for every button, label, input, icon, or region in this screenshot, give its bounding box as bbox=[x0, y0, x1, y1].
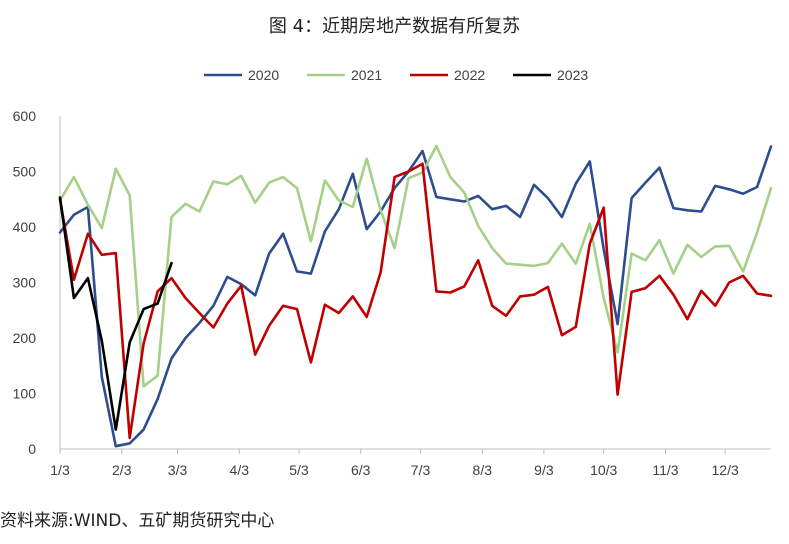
source-note: 资料来源:WIND、五矿期货研究中心 bbox=[0, 511, 275, 531]
legend-label-2023: 2023 bbox=[557, 67, 588, 83]
x-tick-label: 7/3 bbox=[411, 462, 431, 478]
x-tick-label: 5/3 bbox=[289, 462, 309, 478]
x-tick-label: 6/3 bbox=[351, 462, 371, 478]
x-axis: 1/3 2/3 3/3 4/3 5/3 6/3 7/3 8/3 9/3 10/3 11/3 12/3 bbox=[50, 448, 771, 478]
x-tick-label: 9/3 bbox=[534, 462, 554, 478]
y-tick-label: 500 bbox=[13, 164, 37, 180]
y-tick-label: 0 bbox=[28, 441, 36, 457]
chart-legend: 2020 2021 2022 2023 bbox=[204, 67, 588, 83]
series-line-2023 bbox=[58, 196, 173, 431]
x-tick-label: 11/3 bbox=[652, 462, 678, 478]
y-axis: 0 100 200 300 400 500 600 bbox=[13, 108, 61, 457]
series-line-2021 bbox=[58, 144, 773, 388]
x-tick-label: 3/3 bbox=[168, 462, 188, 478]
y-tick-label: 600 bbox=[13, 108, 37, 124]
chart-title: 图 4：近期房地产数据有所复苏 bbox=[268, 16, 521, 37]
y-tick-label: 300 bbox=[13, 275, 37, 291]
x-tick-label: 2/3 bbox=[112, 462, 132, 478]
x-tick-label: 10/3 bbox=[590, 462, 617, 478]
y-tick-label: 200 bbox=[13, 330, 37, 346]
x-tick-label: 4/3 bbox=[230, 462, 250, 478]
legend-label-2021: 2021 bbox=[351, 67, 382, 83]
y-tick-label: 400 bbox=[13, 219, 37, 235]
legend-label-2020: 2020 bbox=[248, 67, 279, 83]
x-tick-label: 8/3 bbox=[473, 462, 493, 478]
plot-area bbox=[58, 144, 773, 448]
x-tick-label: 12/3 bbox=[712, 462, 739, 478]
series-line-2020 bbox=[58, 145, 773, 448]
x-tick-label: 1/3 bbox=[50, 462, 70, 478]
y-tick-label: 100 bbox=[13, 386, 37, 402]
series-line-2022 bbox=[58, 162, 773, 440]
legend-label-2022: 2022 bbox=[454, 67, 485, 83]
